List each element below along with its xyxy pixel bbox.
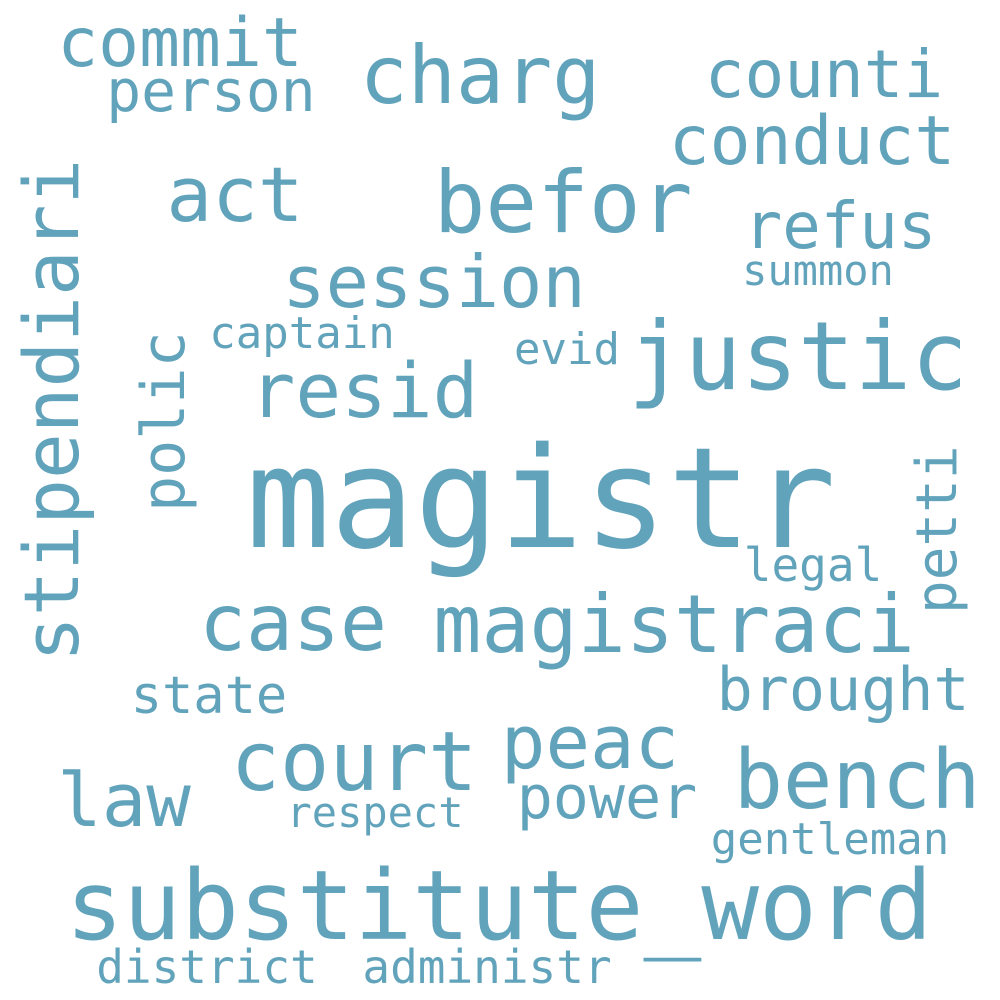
- word-befor: befor: [433, 153, 693, 253]
- word-polic: polic: [129, 331, 199, 513]
- word-evid: evid: [514, 324, 620, 375]
- word-resid: resid: [249, 346, 479, 435]
- word-district: district: [96, 940, 318, 994]
- word-gentleman: gentleman: [710, 814, 950, 865]
- word-petti: petti: [905, 445, 970, 615]
- word-summon: summon: [742, 246, 894, 295]
- word-magistraci: magistraci: [433, 578, 915, 671]
- word-respect: respect: [286, 788, 464, 837]
- word-law: law: [57, 758, 191, 844]
- word-brought: brought: [716, 655, 970, 725]
- word-refus: refus: [743, 190, 937, 264]
- word-session: session: [282, 240, 586, 324]
- word-legal: legal: [743, 538, 883, 592]
- word-magistr: magistr: [246, 418, 837, 581]
- word-commit: commit: [57, 4, 303, 83]
- word-peac: peac: [500, 700, 680, 786]
- word-court: court: [230, 715, 478, 810]
- word-bench: bench: [733, 733, 981, 828]
- word-justic: justic: [628, 303, 968, 412]
- word-administr: administr: [362, 940, 612, 994]
- word-act: act: [166, 150, 304, 239]
- word-person: person: [106, 57, 316, 125]
- word-substitute-word: substitute_word: [65, 850, 933, 962]
- word-conduct: conduct: [668, 102, 956, 181]
- word-counti: counti: [704, 36, 944, 113]
- word-state: state: [130, 666, 288, 726]
- word-stipendiari: stipendiari: [7, 158, 96, 662]
- word-captain: captain: [209, 308, 395, 359]
- word-charg: charg: [359, 29, 601, 122]
- word-power: power: [516, 763, 698, 833]
- word-case: case: [199, 579, 387, 669]
